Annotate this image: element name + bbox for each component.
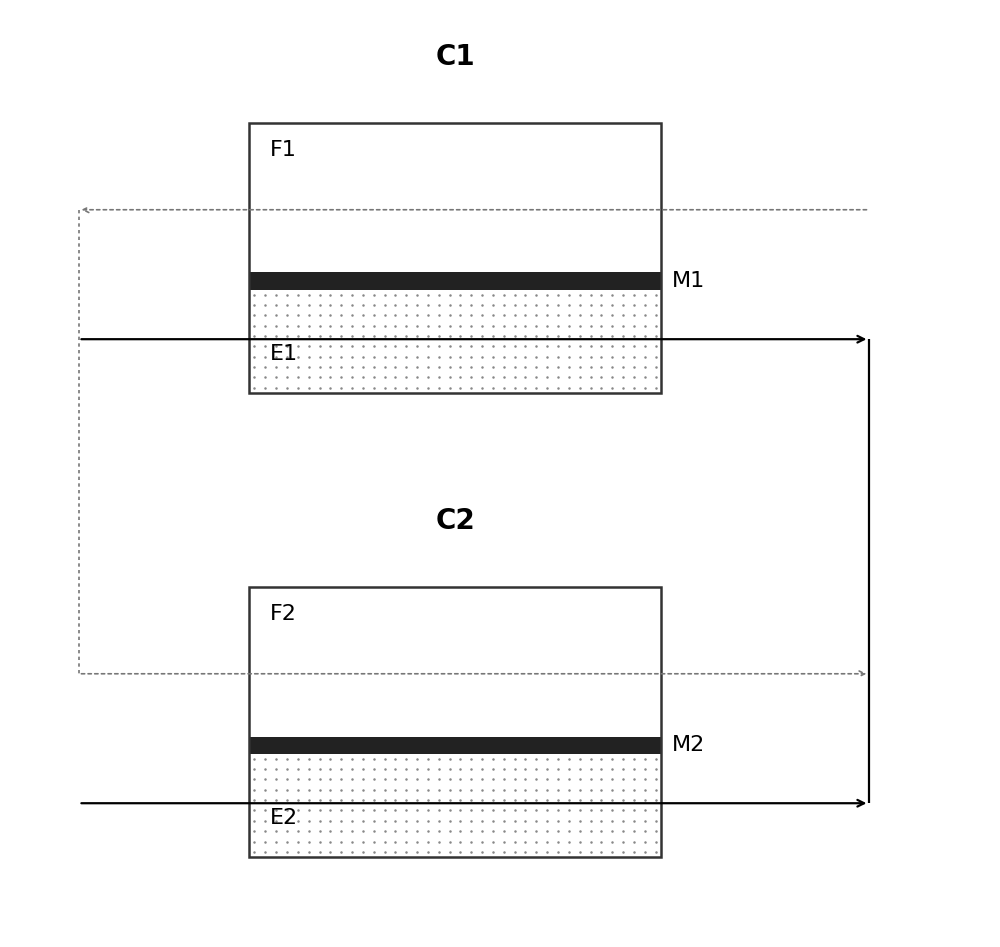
Text: C2: C2 bbox=[435, 507, 475, 535]
Bar bbox=[249, 587, 661, 737]
Bar bbox=[249, 290, 661, 393]
Text: E2: E2 bbox=[270, 808, 298, 828]
Bar bbox=[249, 737, 661, 754]
Text: E1: E1 bbox=[270, 344, 298, 364]
Text: F2: F2 bbox=[270, 604, 297, 624]
Text: M1: M1 bbox=[672, 271, 706, 291]
Bar bbox=[249, 123, 661, 393]
Bar bbox=[249, 754, 661, 857]
Text: C1: C1 bbox=[435, 43, 475, 71]
Bar bbox=[249, 587, 661, 857]
Bar bbox=[249, 273, 661, 290]
Text: M2: M2 bbox=[672, 735, 706, 755]
Bar bbox=[249, 123, 661, 273]
Text: F1: F1 bbox=[270, 140, 297, 160]
